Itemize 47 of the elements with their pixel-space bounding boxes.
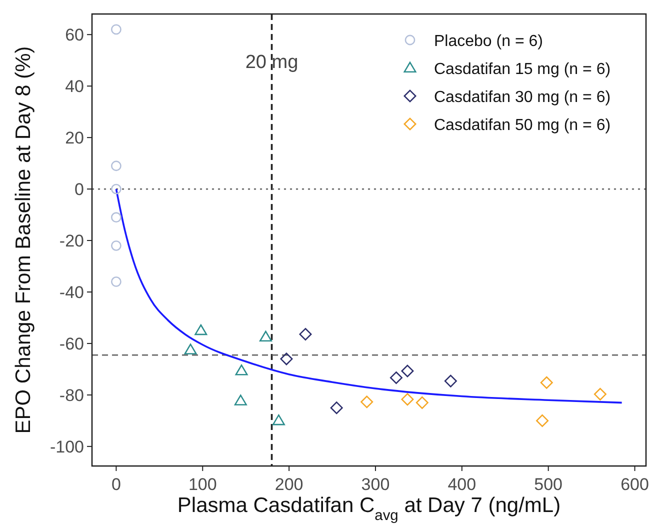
point (184, 344, 197, 354)
y-tick-label: 40 (65, 77, 84, 96)
x-tick-label: 300 (361, 475, 390, 494)
point (111, 24, 122, 35)
point (259, 330, 272, 342)
point (444, 374, 457, 388)
point (111, 212, 122, 223)
point (540, 376, 553, 389)
x-tick-label: 0 (111, 475, 121, 494)
y-tick-label: -20 (59, 232, 84, 251)
point (594, 388, 606, 400)
point (330, 402, 343, 414)
point (235, 364, 248, 376)
point (401, 364, 414, 378)
y-axis-title: EPO Change From Baseline at Day 8 (%) (12, 46, 35, 434)
point (111, 184, 122, 194)
point (416, 396, 428, 409)
legend-label: Placebo (n = 6) (434, 33, 543, 50)
point (299, 328, 312, 340)
x-tick-label: 200 (274, 475, 304, 494)
point (390, 371, 402, 384)
legend-label: Casdatifan 30 mg (n = 6) (434, 89, 611, 106)
point (111, 240, 122, 251)
x-tick-label: 600 (620, 475, 649, 494)
point (234, 394, 247, 406)
ref-line-label: 20 mg (245, 52, 298, 73)
point (536, 414, 549, 427)
x-axis-title: Plasma Casdatifan C$_{avg}$ at Day 7 (ng/mL) (177, 494, 561, 524)
y-tick-label: -80 (59, 386, 84, 405)
point (272, 414, 285, 426)
point (280, 352, 293, 366)
x-tick-label: 400 (448, 475, 476, 494)
x-tick-label: 500 (534, 475, 563, 494)
point (360, 396, 374, 408)
y-tick-label: -40 (59, 282, 84, 302)
point (111, 276, 122, 287)
point (194, 324, 208, 336)
legend-label: Casdatifan 50 mg (n = 6) (434, 117, 611, 134)
legend-label: Casdatifan 15 mg (n = 6) (434, 61, 611, 78)
point (111, 160, 122, 172)
y-tick-label: 60 (65, 26, 84, 45)
point (401, 393, 414, 406)
y-tick-label: -100 (50, 437, 84, 456)
x-tick-label: 100 (188, 475, 217, 494)
y-tick-label: 0 (74, 180, 84, 200)
y-tick-label: 20 (65, 128, 84, 148)
y-tick-label: -60 (59, 334, 84, 354)
